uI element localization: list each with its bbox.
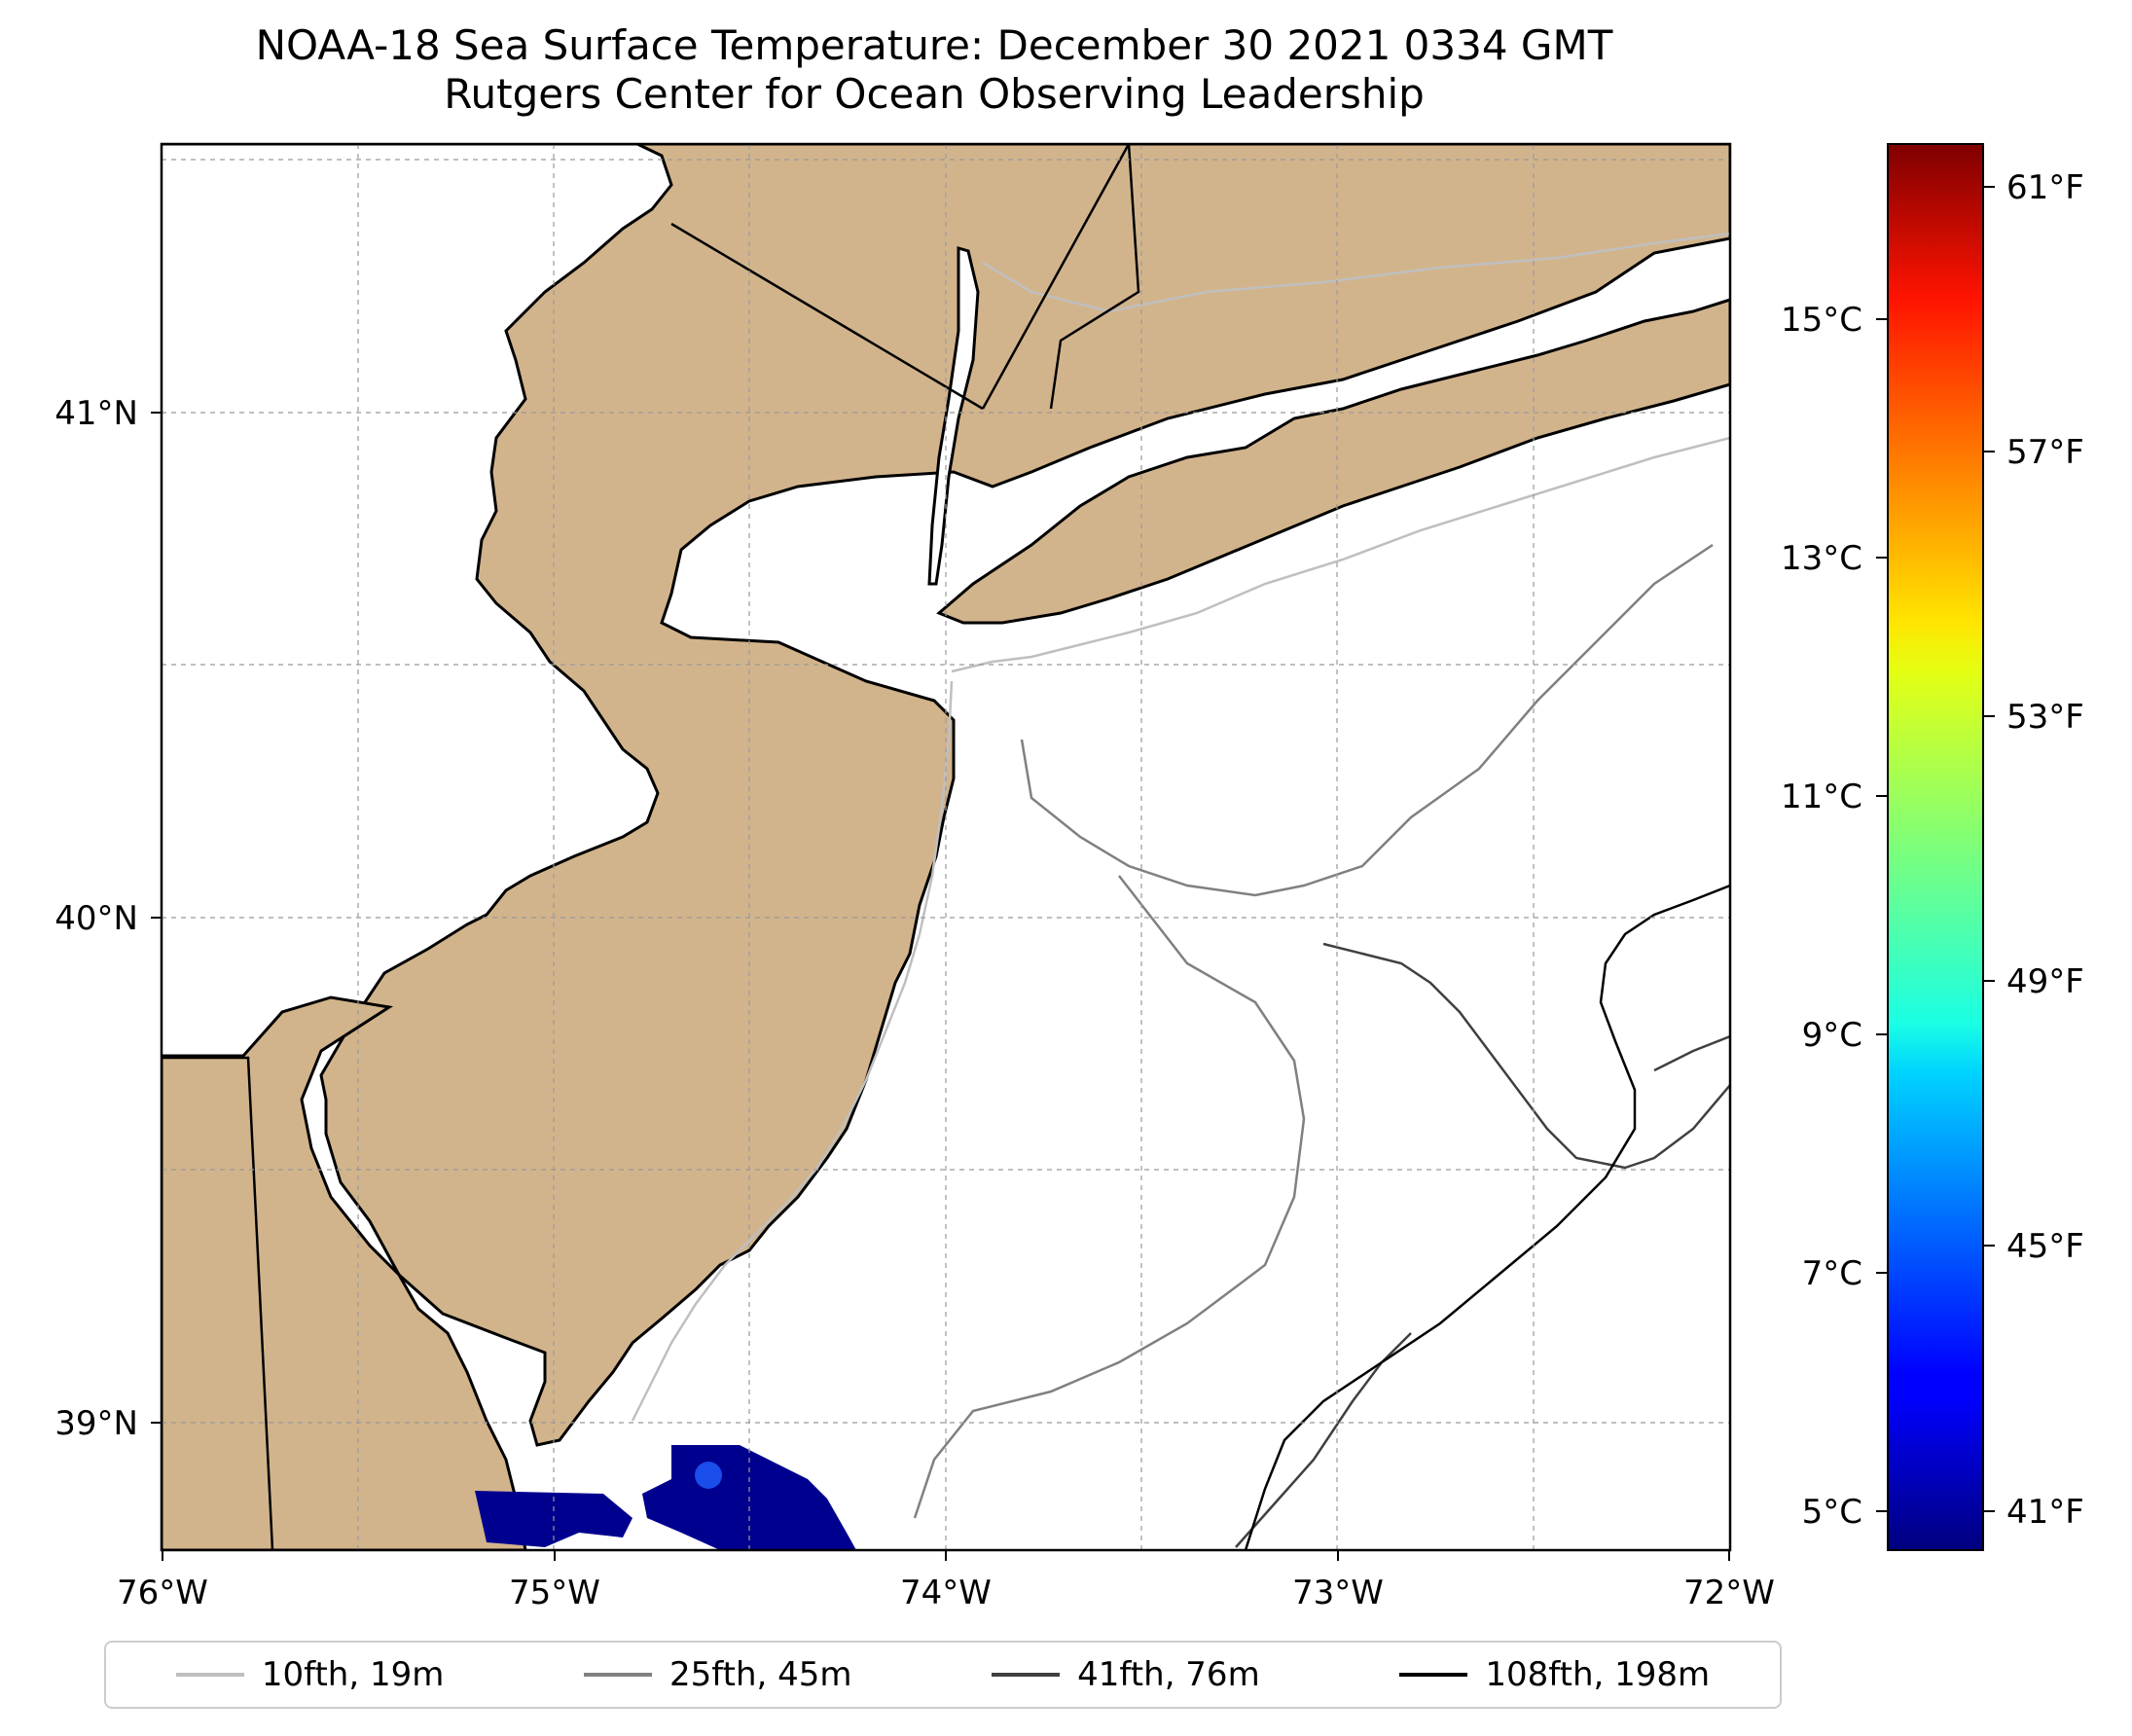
fahrenheit-tick-label: 53°F <box>2006 698 2084 737</box>
legend-line-icon <box>584 1673 652 1677</box>
legend-item: 41fth, 76m <box>992 1655 1260 1694</box>
legend-line-icon <box>992 1673 1060 1677</box>
colorbar <box>1888 144 1983 1550</box>
fahrenheit-tick-label: 49°F <box>2006 962 2084 1001</box>
fahrenheit-tick-label: 41°F <box>2006 1493 2084 1532</box>
celsius-tick-label: 7°C <box>1802 1254 1862 1293</box>
legend-label: 25fth, 45m <box>669 1655 852 1694</box>
legend-label: 108fth, 198m <box>1485 1655 1710 1694</box>
sst-warm-spot <box>695 1462 722 1489</box>
legend-label: 41fth, 76m <box>1077 1655 1260 1694</box>
legend-item: 25fth, 45m <box>584 1655 852 1694</box>
fahrenheit-tick-label: 45°F <box>2006 1227 2084 1266</box>
lon-tick-label: 74°W <box>900 1573 992 1612</box>
legend-item: 108fth, 198m <box>1399 1655 1710 1694</box>
lon-tick-label: 72°W <box>1683 1573 1775 1612</box>
legend-line-icon <box>176 1673 244 1677</box>
lon-tick-label: 73°W <box>1292 1573 1384 1612</box>
legend-line-icon <box>1399 1673 1467 1677</box>
lat-tick-label: 40°N <box>54 899 138 938</box>
isobath-legend: 10fth, 19m 25fth, 45m 41fth, 76m 108fth,… <box>104 1641 1782 1709</box>
celsius-tick-label: 9°C <box>1802 1016 1862 1055</box>
legend-item: 10fth, 19m <box>176 1655 445 1694</box>
fahrenheit-tick-label: 61°F <box>2006 168 2084 207</box>
celsius-tick-label: 5°C <box>1802 1493 1862 1532</box>
celsius-tick-label: 15°C <box>1781 301 1862 340</box>
legend-label: 10fth, 19m <box>262 1655 445 1694</box>
celsius-tick-label: 13°C <box>1781 539 1862 578</box>
lon-tick-label: 75°W <box>509 1573 600 1612</box>
lat-tick-label: 39°N <box>54 1404 138 1443</box>
lat-tick-label: 41°N <box>54 394 138 433</box>
celsius-tick-label: 11°C <box>1781 778 1862 816</box>
fahrenheit-tick-label: 57°F <box>2006 433 2084 472</box>
lon-tick-label: 76°W <box>117 1573 208 1612</box>
